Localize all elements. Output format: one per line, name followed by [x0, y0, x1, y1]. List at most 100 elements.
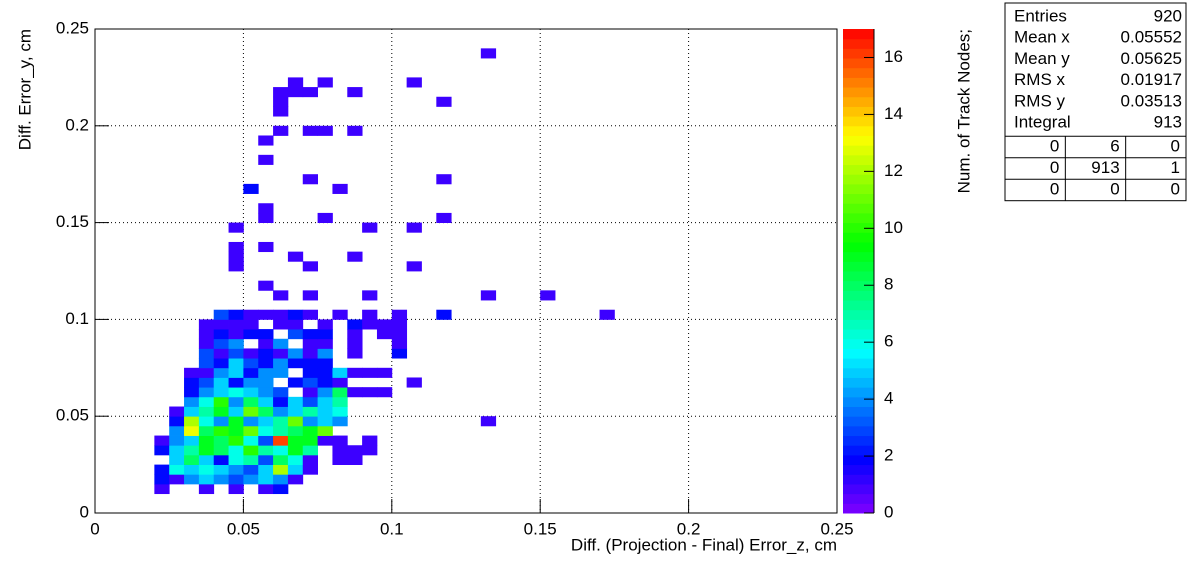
cell: [302, 396, 318, 407]
cell: [317, 416, 333, 427]
cell: [198, 338, 215, 349]
cell: [184, 445, 200, 456]
cell: [273, 464, 289, 475]
cell: [287, 464, 304, 475]
cell: [347, 338, 363, 349]
cell: [198, 406, 215, 417]
color-scale-band: [843, 212, 874, 224]
cell: [287, 425, 304, 436]
cell: [228, 445, 244, 456]
cell: [258, 377, 274, 388]
cell: [436, 309, 452, 320]
cell: [258, 483, 274, 495]
cell: [228, 251, 244, 262]
cell: [198, 474, 215, 485]
z-tick-label: 4: [884, 389, 893, 408]
cell: [317, 396, 333, 407]
color-scale-band: [843, 367, 874, 378]
cell: [302, 377, 318, 388]
cell: [273, 406, 289, 417]
color-scale-band: [843, 406, 874, 417]
cell: [243, 464, 259, 475]
cell: [317, 338, 333, 349]
stats-value: 913: [1154, 112, 1182, 131]
cell: [332, 367, 348, 378]
z-tick-label: 0: [884, 502, 893, 521]
cell: [347, 387, 363, 398]
cell: [332, 445, 348, 456]
color-scale-band: [843, 338, 874, 349]
cell: [213, 358, 229, 369]
stats-value: 0.01917: [1121, 70, 1182, 89]
color-scale-band: [843, 232, 874, 243]
cell: [198, 454, 215, 465]
cell: [228, 435, 244, 446]
color-scale-band: [843, 193, 874, 204]
cell: [169, 454, 185, 465]
cell: [302, 290, 318, 301]
cell: [243, 416, 259, 427]
cell: [198, 319, 215, 330]
z-tick-label: 12: [884, 161, 903, 180]
cell: [258, 454, 274, 465]
z-tick-label: 10: [884, 218, 903, 237]
cell: [258, 367, 274, 378]
cell: [347, 454, 363, 465]
cell: [287, 358, 304, 369]
color-scale-band: [843, 251, 874, 262]
color-scale-band: [843, 203, 874, 214]
cell: [317, 319, 333, 330]
stats-value: 0.05552: [1121, 28, 1182, 47]
cell: [347, 348, 363, 359]
color-scale-band: [843, 483, 874, 495]
cell: [228, 425, 244, 436]
cell: [376, 367, 393, 378]
cell: [169, 406, 185, 417]
cell: [258, 309, 274, 320]
cell: [228, 367, 244, 378]
color-scale-band: [843, 116, 874, 127]
color-scale-band: [843, 125, 874, 136]
cell: [258, 464, 274, 475]
cell: [228, 261, 244, 272]
color-scale-band: [843, 154, 874, 166]
cell: [273, 387, 289, 398]
cell: [169, 474, 185, 485]
color-scale-band: [843, 309, 874, 320]
cell: [154, 474, 170, 485]
cell: [362, 445, 378, 456]
cell: [169, 416, 185, 427]
cell: [317, 212, 333, 223]
cell: [362, 309, 378, 320]
cell: [273, 396, 289, 407]
stats-table-cell: 0: [1050, 158, 1059, 177]
color-scale-band: [843, 145, 874, 156]
cell: [273, 435, 289, 446]
cell: [243, 396, 259, 407]
cell: [184, 454, 200, 465]
cell: [287, 319, 304, 330]
stats-table-cell: 1: [1171, 158, 1180, 177]
stats-box: [1004, 2, 1187, 202]
cell: [228, 338, 244, 349]
stats-label: Entries: [1014, 6, 1067, 25]
cell: [258, 203, 274, 214]
cell: [273, 358, 289, 369]
cell: [243, 319, 259, 330]
cell: [198, 329, 215, 340]
cell: [228, 358, 244, 369]
cell: [243, 183, 259, 194]
cell: [228, 464, 244, 475]
cell: [406, 261, 422, 272]
cell: [258, 358, 274, 369]
cell: [287, 435, 304, 446]
cell: [287, 454, 304, 465]
cell: [362, 290, 378, 301]
color-scale-band: [843, 222, 874, 233]
cell: [332, 387, 348, 398]
z-tick-label: 14: [884, 104, 903, 123]
cell: [258, 387, 274, 398]
color-scale-band: [843, 445, 874, 456]
cell: [228, 474, 244, 485]
color-scale-band: [843, 135, 874, 146]
